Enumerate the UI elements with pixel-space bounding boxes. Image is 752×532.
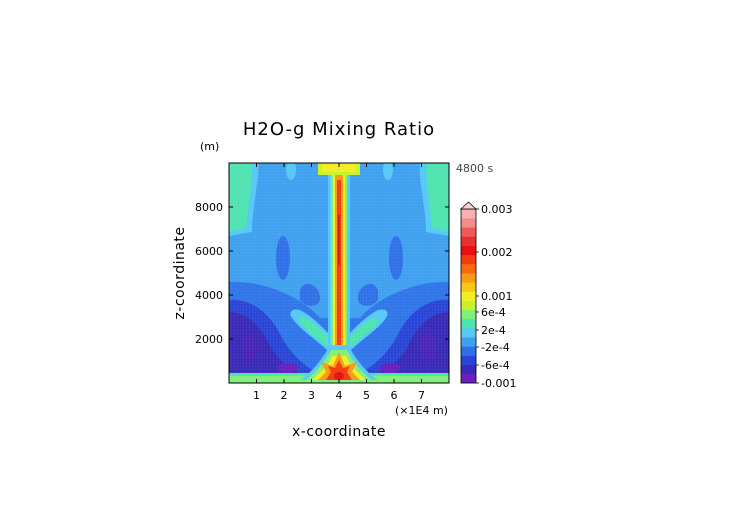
x-axis: 1 2 3 4 5 6 7 (253, 163, 425, 402)
colorbar-swatch (461, 328, 476, 338)
colorbar-label: 0.002 (481, 246, 513, 259)
colorbar-swatch (461, 309, 476, 320)
x-tick-label: 6 (391, 389, 398, 402)
colorbar-label: -0.001 (481, 377, 516, 390)
colorbar-swatch (461, 300, 476, 311)
colorbar-swatch (461, 245, 476, 256)
colorbar-swatch (461, 236, 476, 246)
y-tick-label: 8000 (195, 201, 223, 214)
colorbar-swatch (461, 227, 476, 237)
y-tick-label: 6000 (195, 245, 223, 258)
x-tick-label: 5 (363, 389, 370, 402)
colorbar: -0.001 -6e-4 -2e-4 2e-4 6e-4 0.001 0.002 0.003 (459, 201, 516, 390)
colorbar-swatch (461, 346, 476, 356)
contour-field (229, 163, 449, 383)
colorbar-swatch (461, 273, 476, 283)
colorbar-label: -2e-4 (481, 341, 510, 354)
colorbar-swatch (461, 318, 476, 329)
chart-title: H2O-g Mixing Ratio (243, 119, 435, 140)
x-tick-label: 1 (253, 389, 260, 402)
colorbar-swatch (461, 291, 476, 301)
time-label: 4800 s (456, 162, 493, 175)
grid-texture (229, 163, 449, 383)
colorbar-label: 2e-4 (481, 324, 506, 337)
y-axis-label: z-coordinate (172, 226, 188, 319)
colorbar-swatch (461, 282, 476, 292)
colorbar-label: 0.003 (481, 203, 513, 216)
x-tick-label: 3 (308, 389, 315, 402)
x-unit-label: (×1E4 m) (395, 404, 448, 417)
x-tick-label: 4 (336, 389, 343, 402)
colorbar-extend-arrow (459, 201, 478, 210)
colorbar-label: 6e-4 (481, 306, 506, 319)
x-axis-label: x-coordinate (292, 424, 386, 440)
y-unit-label: (m) (200, 140, 219, 153)
colorbar-swatch (461, 209, 476, 219)
x-tick-label: 2 (281, 389, 288, 402)
y-tick-label: 4000 (195, 289, 223, 302)
colorbar-swatch (461, 364, 476, 375)
colorbar-swatch (461, 254, 476, 265)
colorbar-label: 0.001 (481, 290, 513, 303)
colorbar-swatch (461, 218, 476, 228)
colorbar-swatch (461, 373, 476, 384)
x-tick-label: 7 (418, 389, 425, 402)
y-tick-label: 2000 (195, 333, 223, 346)
colorbar-swatch (461, 355, 476, 365)
colorbar-label: -6e-4 (481, 359, 510, 372)
y-axis: 2000 4000 6000 8000 (195, 201, 449, 346)
colorbar-swatch (461, 337, 476, 347)
colorbar-swatch (461, 263, 476, 274)
